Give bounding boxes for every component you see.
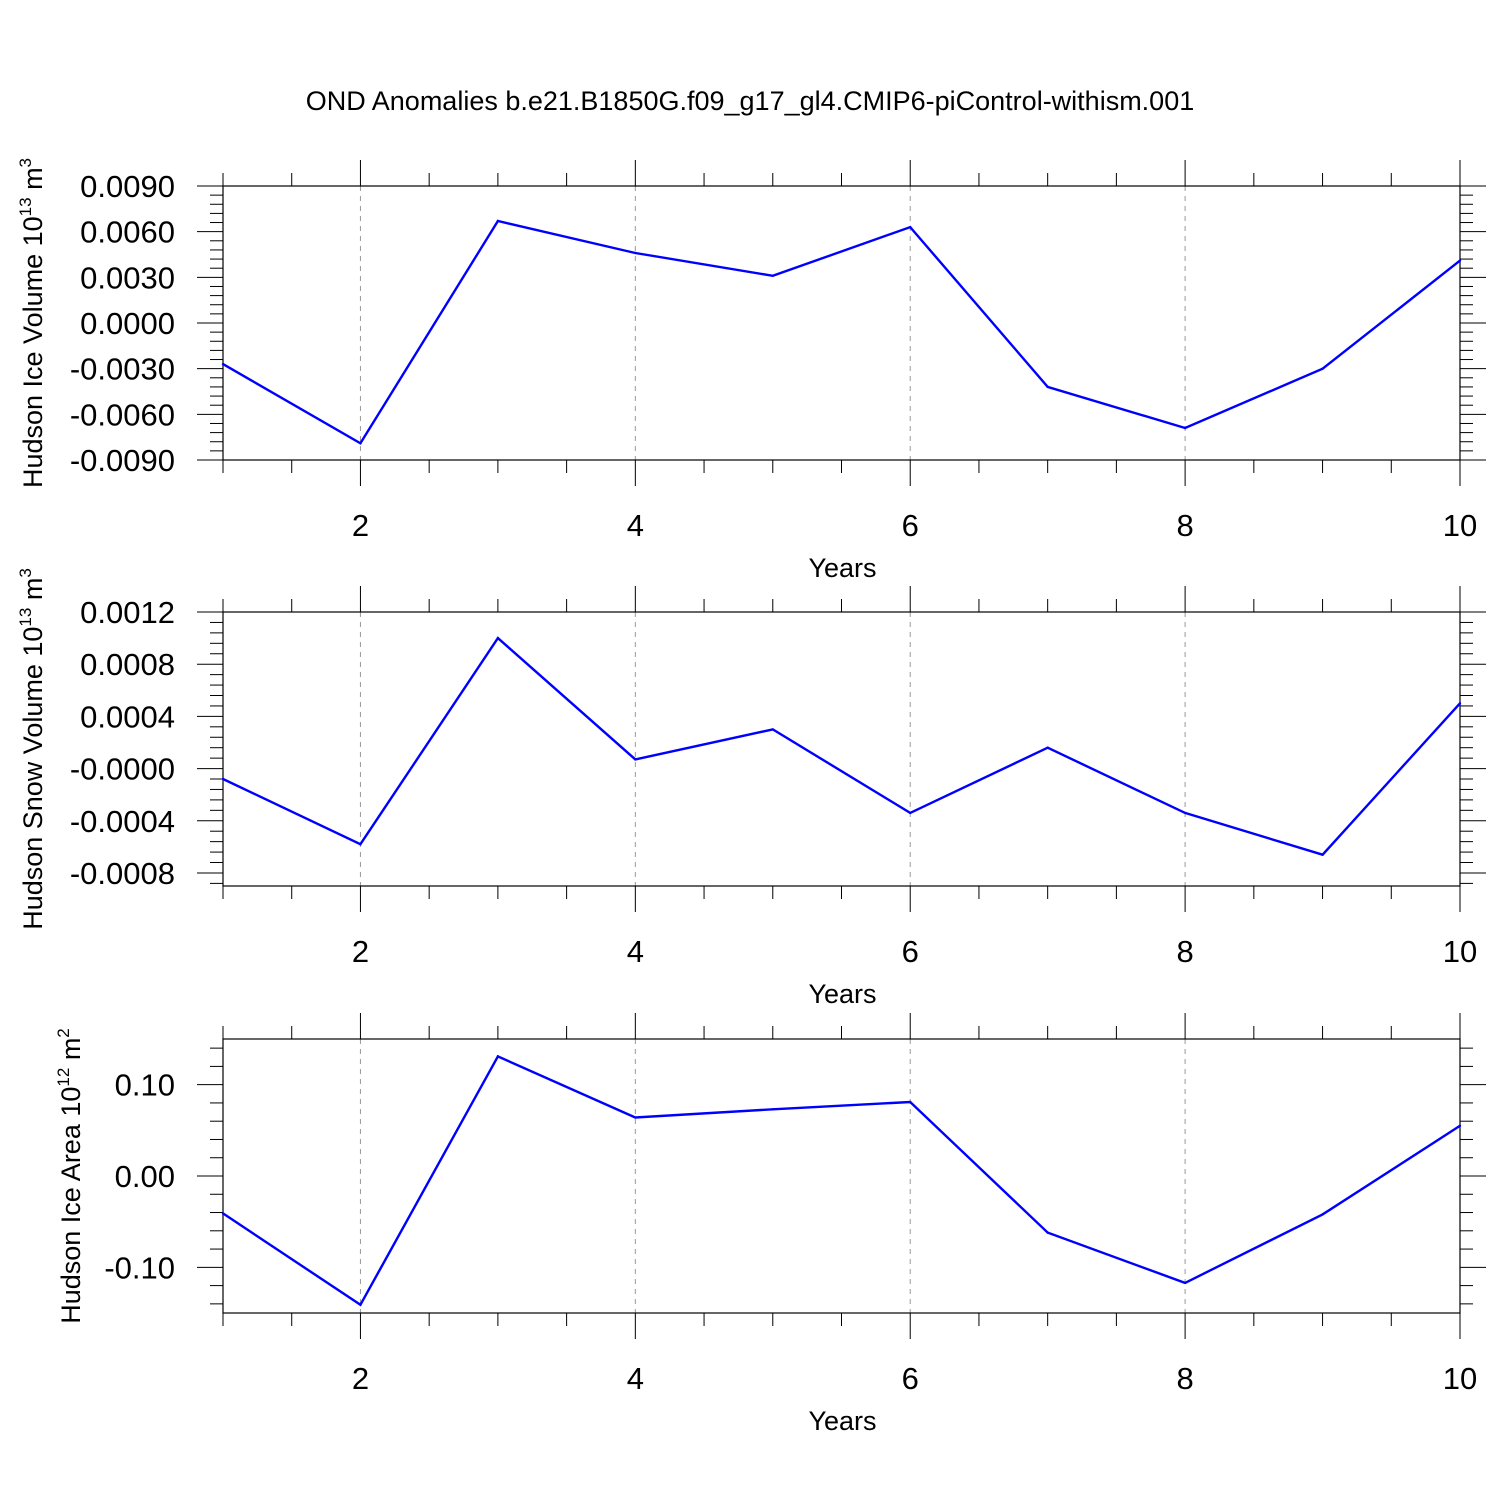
y-axis-label-unit-exponent: 3 [16, 568, 35, 577]
x-axis-label: Years [808, 979, 876, 1009]
data-point [1321, 367, 1324, 370]
plot-frame [222, 1038, 1461, 1314]
x-tick-label: 6 [902, 1361, 919, 1396]
y-axis-label: Hudson Snow Volume 1013 m3 [16, 568, 48, 930]
chart-title: OND Anomalies b.e21.B1850G.f09_g17_gl4.C… [305, 86, 1195, 116]
plot-frame [222, 185, 1461, 461]
series-line [222, 636, 1461, 857]
y-axis-label-unit: m [18, 167, 48, 197]
data-point [221, 1212, 225, 1215]
y-axis-label-prefix: Hudson Ice Area 10 [56, 1087, 86, 1324]
data-point [1046, 385, 1049, 389]
data-point [1183, 426, 1187, 430]
data-point [909, 1100, 912, 1104]
y-axis-label-exponent: 13 [16, 197, 35, 216]
panel-3: 2 4 6 8 10 Years 0.10 0.00 -0.10 Hudson Ice Area … [54, 1013, 1486, 1436]
y-tick-label: -0.0000 [70, 752, 175, 787]
y-axis-label: Hudson Ice Area 1012 m2 [54, 1028, 86, 1324]
data-point [771, 728, 774, 731]
x-axis-label: Years [808, 1406, 876, 1436]
x-tick-label: 4 [627, 508, 644, 543]
x-tick-label: 6 [902, 934, 919, 969]
y-tick-label: 0.0004 [80, 699, 175, 734]
data-point [1183, 1281, 1187, 1285]
x-tick-label: 8 [1176, 934, 1193, 969]
y-tick-label: 0.0012 [80, 595, 175, 630]
panel-2: 2 4 6 8 10 Years 0.0012 0.0008 0.0004 -0.0000 -0.0… [16, 568, 1486, 1009]
data-point [496, 636, 500, 640]
y-tick-label: -0.0004 [70, 804, 175, 839]
data-point [1321, 1213, 1324, 1216]
data-point [359, 843, 362, 846]
plot-frame [222, 611, 1461, 887]
y-tick-label: 0.10 [115, 1068, 175, 1103]
data-point [771, 1108, 774, 1111]
data-point [1046, 1231, 1049, 1234]
x-tick-label: 10 [1443, 1361, 1477, 1396]
y-axis-label-unit-exponent: 2 [54, 1028, 73, 1037]
x-tick-label: 4 [627, 934, 644, 969]
x-tick-label: 2 [352, 1361, 369, 1396]
data-point [1458, 1124, 1462, 1127]
data-point [359, 1303, 362, 1306]
x-tick-label: 8 [1176, 508, 1193, 543]
data-point [496, 219, 500, 223]
data-point [634, 251, 637, 255]
y-tick-label: 0.0030 [80, 260, 175, 295]
y-tick-label: 0.0060 [80, 215, 175, 250]
panel-1: 2 4 6 8 10 Years 0.0090 0.0060 0.0030 0.0000 -0.00… [16, 158, 1486, 583]
y-axis-label-prefix: Hudson Snow Volume 10 [18, 627, 48, 930]
data-point [909, 225, 912, 229]
y-tick-label: 0.0090 [80, 169, 175, 204]
y-axis-label-unit-exponent: 3 [16, 158, 35, 167]
y-tick-label: -0.0008 [70, 856, 175, 891]
data-point [1321, 853, 1324, 856]
x-tick-label: 10 [1443, 508, 1477, 543]
data-point [1458, 702, 1462, 705]
data-point [634, 1116, 637, 1119]
data-point [909, 811, 912, 815]
y-axis-label-prefix: Hudson Ice Volume 10 [18, 216, 48, 488]
data-point [771, 274, 774, 278]
data-point [221, 362, 225, 366]
x-tick-label: 2 [352, 508, 369, 543]
data-point [1458, 259, 1462, 262]
series-line [222, 1054, 1461, 1307]
x-tick-label: 4 [627, 1361, 644, 1396]
y-tick-label: -0.0090 [70, 443, 175, 478]
y-tick-label: -0.0030 [70, 352, 175, 387]
y-tick-label: 0.0000 [80, 306, 175, 341]
x-tick-label: 2 [352, 934, 369, 969]
x-tick-label: 8 [1176, 1361, 1193, 1396]
y-axis-label-exponent: 13 [16, 608, 35, 627]
data-point [496, 1055, 500, 1058]
data-point [359, 442, 362, 445]
y-axis-label-unit: m [18, 578, 48, 608]
x-tick-label: 10 [1443, 934, 1477, 969]
y-tick-label: 0.0008 [80, 647, 175, 682]
data-point [1183, 811, 1187, 815]
y-tick-label: -0.10 [104, 1250, 175, 1285]
y-tick-label: -0.0060 [70, 397, 175, 432]
y-axis-label: Hudson Ice Volume 1013 m3 [16, 158, 48, 488]
data-point [221, 777, 225, 781]
y-tick-label: 0.00 [115, 1159, 175, 1194]
series-line [222, 219, 1461, 445]
y-axis-label-exponent: 12 [54, 1068, 73, 1087]
y-axis-label-unit: m [56, 1038, 86, 1068]
x-tick-label: 6 [902, 508, 919, 543]
x-axis-label: Years [808, 553, 876, 583]
data-point [634, 758, 637, 761]
data-point [1046, 746, 1049, 749]
